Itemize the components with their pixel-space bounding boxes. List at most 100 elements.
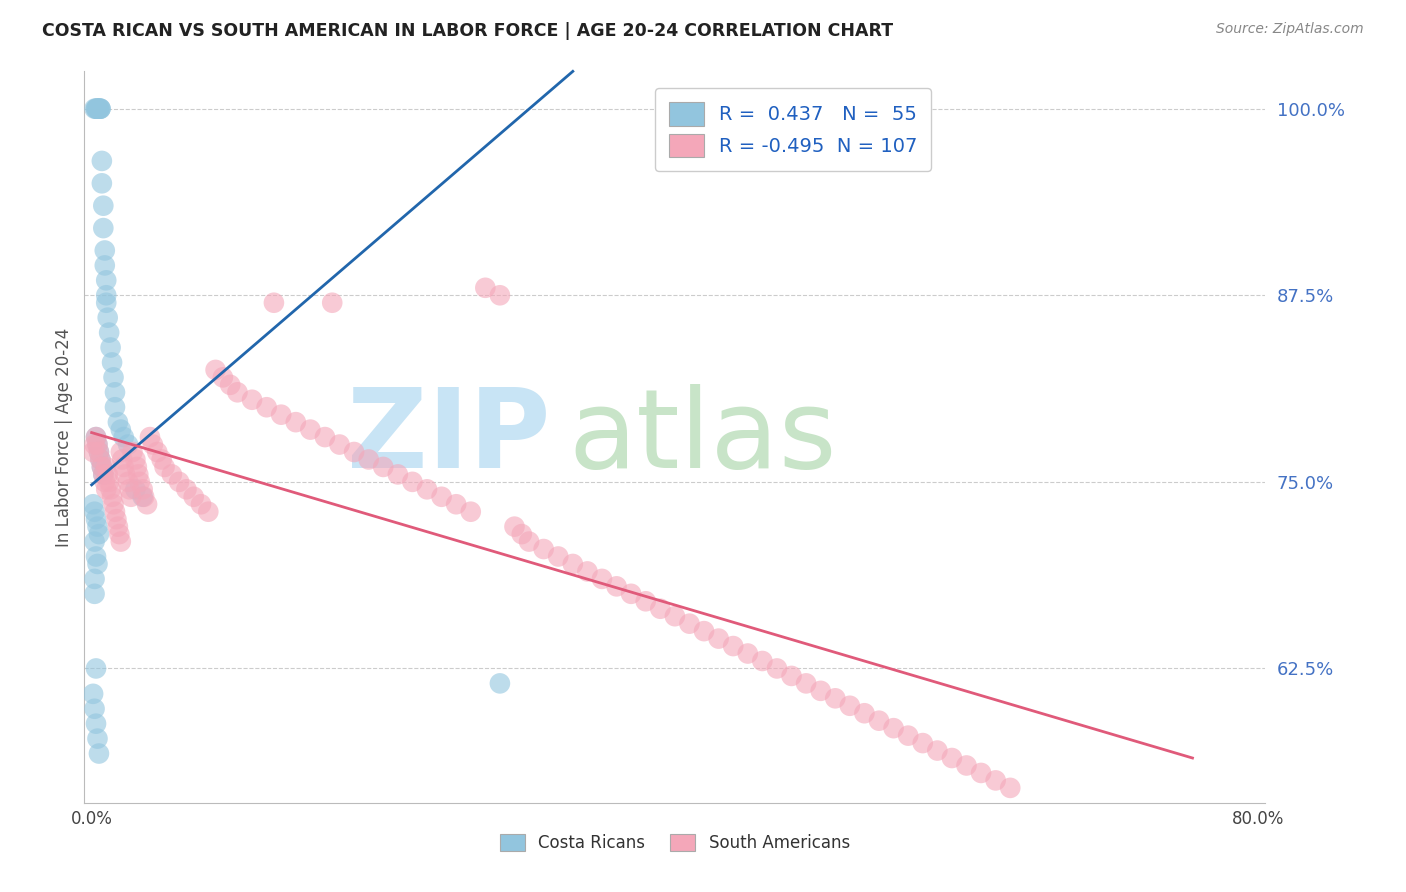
Point bbox=[868, 714, 890, 728]
Point bbox=[90, 459, 112, 474]
Point bbox=[766, 661, 789, 675]
Point bbox=[693, 624, 716, 639]
Point bbox=[110, 534, 132, 549]
Point bbox=[111, 452, 134, 467]
Point bbox=[373, 459, 395, 474]
Point bbox=[284, 415, 307, 429]
Point bbox=[84, 102, 107, 116]
Point bbox=[98, 326, 121, 340]
Point bbox=[430, 490, 453, 504]
Point bbox=[897, 729, 920, 743]
Point bbox=[107, 415, 129, 429]
Point bbox=[780, 669, 803, 683]
Point bbox=[89, 102, 111, 116]
Point bbox=[97, 467, 120, 482]
Point bbox=[503, 519, 526, 533]
Point bbox=[87, 445, 110, 459]
Point bbox=[91, 221, 114, 235]
Point bbox=[321, 295, 343, 310]
Point bbox=[127, 467, 149, 482]
Point bbox=[82, 445, 104, 459]
Point bbox=[83, 505, 105, 519]
Point bbox=[824, 691, 846, 706]
Point bbox=[121, 445, 143, 459]
Text: COSTA RICAN VS SOUTH AMERICAN IN LABOR FORCE | AGE 20-24 CORRELATION CHART: COSTA RICAN VS SOUTH AMERICAN IN LABOR F… bbox=[42, 22, 893, 40]
Point bbox=[153, 459, 176, 474]
Point bbox=[118, 483, 141, 497]
Point bbox=[83, 572, 105, 586]
Point bbox=[83, 534, 105, 549]
Point bbox=[87, 527, 110, 541]
Point bbox=[117, 437, 139, 451]
Point bbox=[86, 102, 108, 116]
Point bbox=[328, 437, 350, 451]
Point bbox=[94, 244, 117, 258]
Point bbox=[314, 430, 336, 444]
Point bbox=[941, 751, 963, 765]
Point bbox=[167, 475, 190, 489]
Point bbox=[90, 153, 112, 168]
Point bbox=[387, 467, 409, 482]
Point bbox=[83, 102, 105, 116]
Point bbox=[489, 676, 512, 690]
Point bbox=[183, 490, 205, 504]
Point bbox=[911, 736, 934, 750]
Point bbox=[96, 295, 118, 310]
Point bbox=[86, 437, 108, 451]
Point bbox=[96, 273, 118, 287]
Point bbox=[94, 259, 117, 273]
Point bbox=[84, 661, 107, 675]
Point bbox=[103, 497, 125, 511]
Point bbox=[86, 557, 108, 571]
Point bbox=[84, 430, 107, 444]
Point bbox=[83, 437, 105, 451]
Point bbox=[212, 370, 235, 384]
Point bbox=[256, 401, 278, 415]
Point bbox=[984, 773, 1007, 788]
Point bbox=[263, 295, 285, 310]
Point bbox=[94, 475, 117, 489]
Point bbox=[547, 549, 569, 564]
Point bbox=[416, 483, 439, 497]
Point bbox=[131, 483, 153, 497]
Point bbox=[751, 654, 773, 668]
Point bbox=[84, 430, 107, 444]
Point bbox=[853, 706, 876, 721]
Point bbox=[927, 743, 949, 757]
Point bbox=[100, 483, 122, 497]
Point bbox=[606, 579, 628, 593]
Point bbox=[124, 452, 146, 467]
Text: atlas: atlas bbox=[568, 384, 837, 491]
Point bbox=[90, 459, 112, 474]
Point bbox=[90, 177, 112, 191]
Point bbox=[226, 385, 249, 400]
Point bbox=[112, 430, 135, 444]
Point bbox=[134, 490, 156, 504]
Point bbox=[955, 758, 977, 772]
Point bbox=[112, 459, 135, 474]
Y-axis label: In Labor Force | Age 20-24: In Labor Force | Age 20-24 bbox=[55, 327, 73, 547]
Point bbox=[561, 557, 583, 571]
Point bbox=[83, 587, 105, 601]
Point bbox=[89, 102, 111, 116]
Point bbox=[84, 549, 107, 564]
Point bbox=[838, 698, 860, 713]
Point bbox=[197, 505, 219, 519]
Point bbox=[970, 766, 993, 780]
Point bbox=[84, 716, 107, 731]
Point bbox=[83, 702, 105, 716]
Point bbox=[489, 288, 512, 302]
Point bbox=[82, 687, 104, 701]
Text: ZIP: ZIP bbox=[347, 384, 551, 491]
Point bbox=[150, 452, 173, 467]
Point bbox=[576, 565, 599, 579]
Point bbox=[664, 609, 686, 624]
Point bbox=[343, 445, 366, 459]
Point bbox=[110, 423, 132, 437]
Point bbox=[91, 199, 114, 213]
Point bbox=[104, 505, 127, 519]
Point bbox=[240, 392, 263, 407]
Point bbox=[131, 490, 153, 504]
Point bbox=[117, 475, 139, 489]
Point bbox=[84, 102, 107, 116]
